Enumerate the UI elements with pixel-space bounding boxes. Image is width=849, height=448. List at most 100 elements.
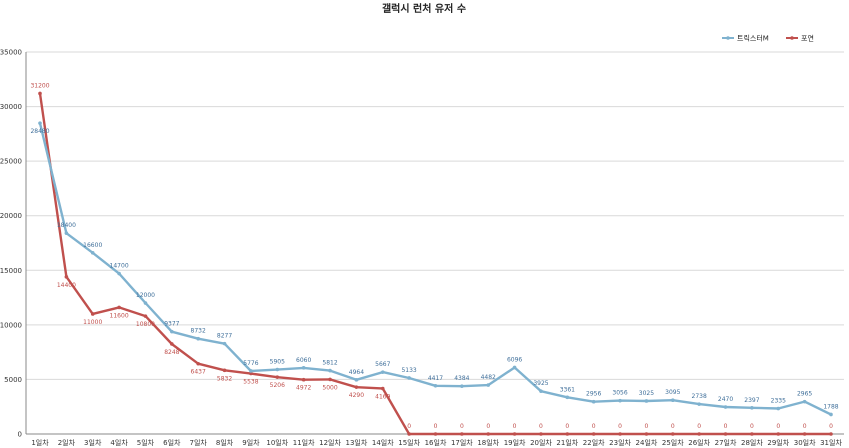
data-label: 0 — [592, 423, 596, 430]
data-point — [829, 432, 833, 436]
y-tick-label: 25000 — [0, 158, 22, 166]
data-label: 0 — [539, 423, 543, 430]
x-tick-label: 4일차 — [110, 438, 128, 447]
data-point — [776, 406, 781, 411]
series-line — [38, 122, 832, 416]
data-label: 6060 — [296, 357, 311, 364]
data-label: 8732 — [191, 328, 206, 335]
data-label: 4290 — [349, 392, 364, 399]
y-tick-label: 10000 — [0, 321, 22, 329]
y-tick-label: 15000 — [0, 267, 22, 275]
x-tick-label: 17일차 — [451, 438, 473, 447]
series-line — [38, 93, 831, 436]
data-label: 0 — [460, 423, 464, 430]
x-tick-label: 14일차 — [372, 438, 394, 447]
data-label: 4972 — [296, 385, 311, 392]
data-point — [90, 251, 95, 255]
data-label: 5812 — [322, 360, 337, 367]
data-label: 5832 — [217, 375, 232, 382]
data-point — [539, 432, 543, 436]
data-label: 2470 — [718, 396, 733, 403]
x-tick-label: 9일차 — [242, 438, 260, 447]
x-tick-label: 24일차 — [636, 438, 658, 447]
x-tick-label: 23일차 — [609, 438, 631, 447]
data-point — [671, 398, 675, 403]
data-point — [407, 432, 411, 436]
chart-title: 갤럭시 런처 유저 수 — [382, 2, 466, 15]
data-point — [222, 368, 227, 373]
data-label: 0 — [803, 423, 807, 430]
data-point — [354, 378, 359, 382]
data-label: 6437 — [191, 369, 206, 376]
data-label: 10800 — [136, 321, 155, 328]
data-label: 0 — [565, 423, 569, 430]
y-tick-label: 20000 — [0, 212, 22, 220]
data-label: 4384 — [454, 375, 469, 382]
data-point — [222, 341, 227, 346]
data-point — [750, 406, 754, 410]
grid — [26, 51, 844, 380]
data-point — [565, 432, 570, 436]
legend-label: 포연 — [801, 35, 814, 43]
data-point — [301, 366, 306, 370]
data-point — [196, 336, 200, 341]
data-point — [723, 405, 728, 409]
data-label: 31200 — [30, 82, 49, 89]
data-point — [143, 314, 148, 318]
axes: 0 5000 10000 15000 20000 25000 30000 35000 1일차 2일… — [0, 49, 844, 447]
series-poyeon — [38, 91, 833, 436]
data-point — [539, 389, 543, 393]
data-label: 3095 — [665, 389, 680, 396]
data-point — [301, 377, 306, 382]
data-point — [644, 432, 649, 436]
data-labels: 28480 18400 16600 14700 12000 9377 8732 8277 577… — [30, 82, 838, 430]
x-tick-label: 3일차 — [84, 438, 102, 447]
data-point — [433, 432, 438, 436]
x-tick-label: 31일차 — [820, 438, 842, 447]
data-point — [249, 369, 253, 373]
data-label: 0 — [671, 423, 675, 430]
legend-label: 트릭스터M — [737, 34, 769, 43]
data-label: 0 — [434, 423, 438, 430]
x-tick-label: 21일차 — [556, 438, 578, 447]
data-point — [328, 368, 332, 373]
data-point — [802, 432, 807, 436]
data-point — [565, 395, 570, 400]
data-point — [671, 432, 675, 436]
data-point — [275, 375, 280, 379]
data-label: 8277 — [217, 333, 232, 340]
data-point — [750, 432, 754, 436]
data-point — [328, 377, 332, 382]
x-tick-label: 6일차 — [163, 438, 181, 447]
series — [38, 91, 833, 436]
y-tick-label: 30000 — [0, 103, 22, 111]
data-label: 14400 — [57, 282, 76, 289]
data-label: 5905 — [270, 359, 285, 366]
data-point — [486, 383, 491, 387]
data-point — [802, 399, 807, 404]
data-label: 2738 — [692, 393, 707, 400]
series-tricksterm — [38, 121, 833, 417]
data-label: 0 — [776, 423, 780, 430]
data-label: 9377 — [164, 321, 179, 328]
data-point — [829, 412, 833, 417]
data-point — [433, 383, 438, 388]
data-label: 0 — [750, 423, 754, 430]
data-label: 3925 — [533, 380, 548, 387]
data-point — [723, 432, 728, 436]
data-label: 18400 — [57, 222, 76, 229]
data-point — [407, 376, 411, 380]
data-label: 2397 — [744, 397, 759, 404]
data-label: 16600 — [83, 242, 102, 249]
y-tick-label: 35000 — [0, 49, 22, 57]
x-tick-label: 12일차 — [319, 438, 341, 447]
data-point — [697, 432, 701, 436]
data-label: 14700 — [110, 263, 129, 270]
data-label: 2335 — [771, 398, 786, 405]
data-point — [512, 365, 517, 370]
data-label: 5667 — [375, 361, 390, 368]
x-tick-label: 13일차 — [346, 438, 368, 447]
data-label: 5000 — [322, 384, 337, 391]
data-point — [591, 399, 596, 404]
data-point — [380, 386, 385, 391]
